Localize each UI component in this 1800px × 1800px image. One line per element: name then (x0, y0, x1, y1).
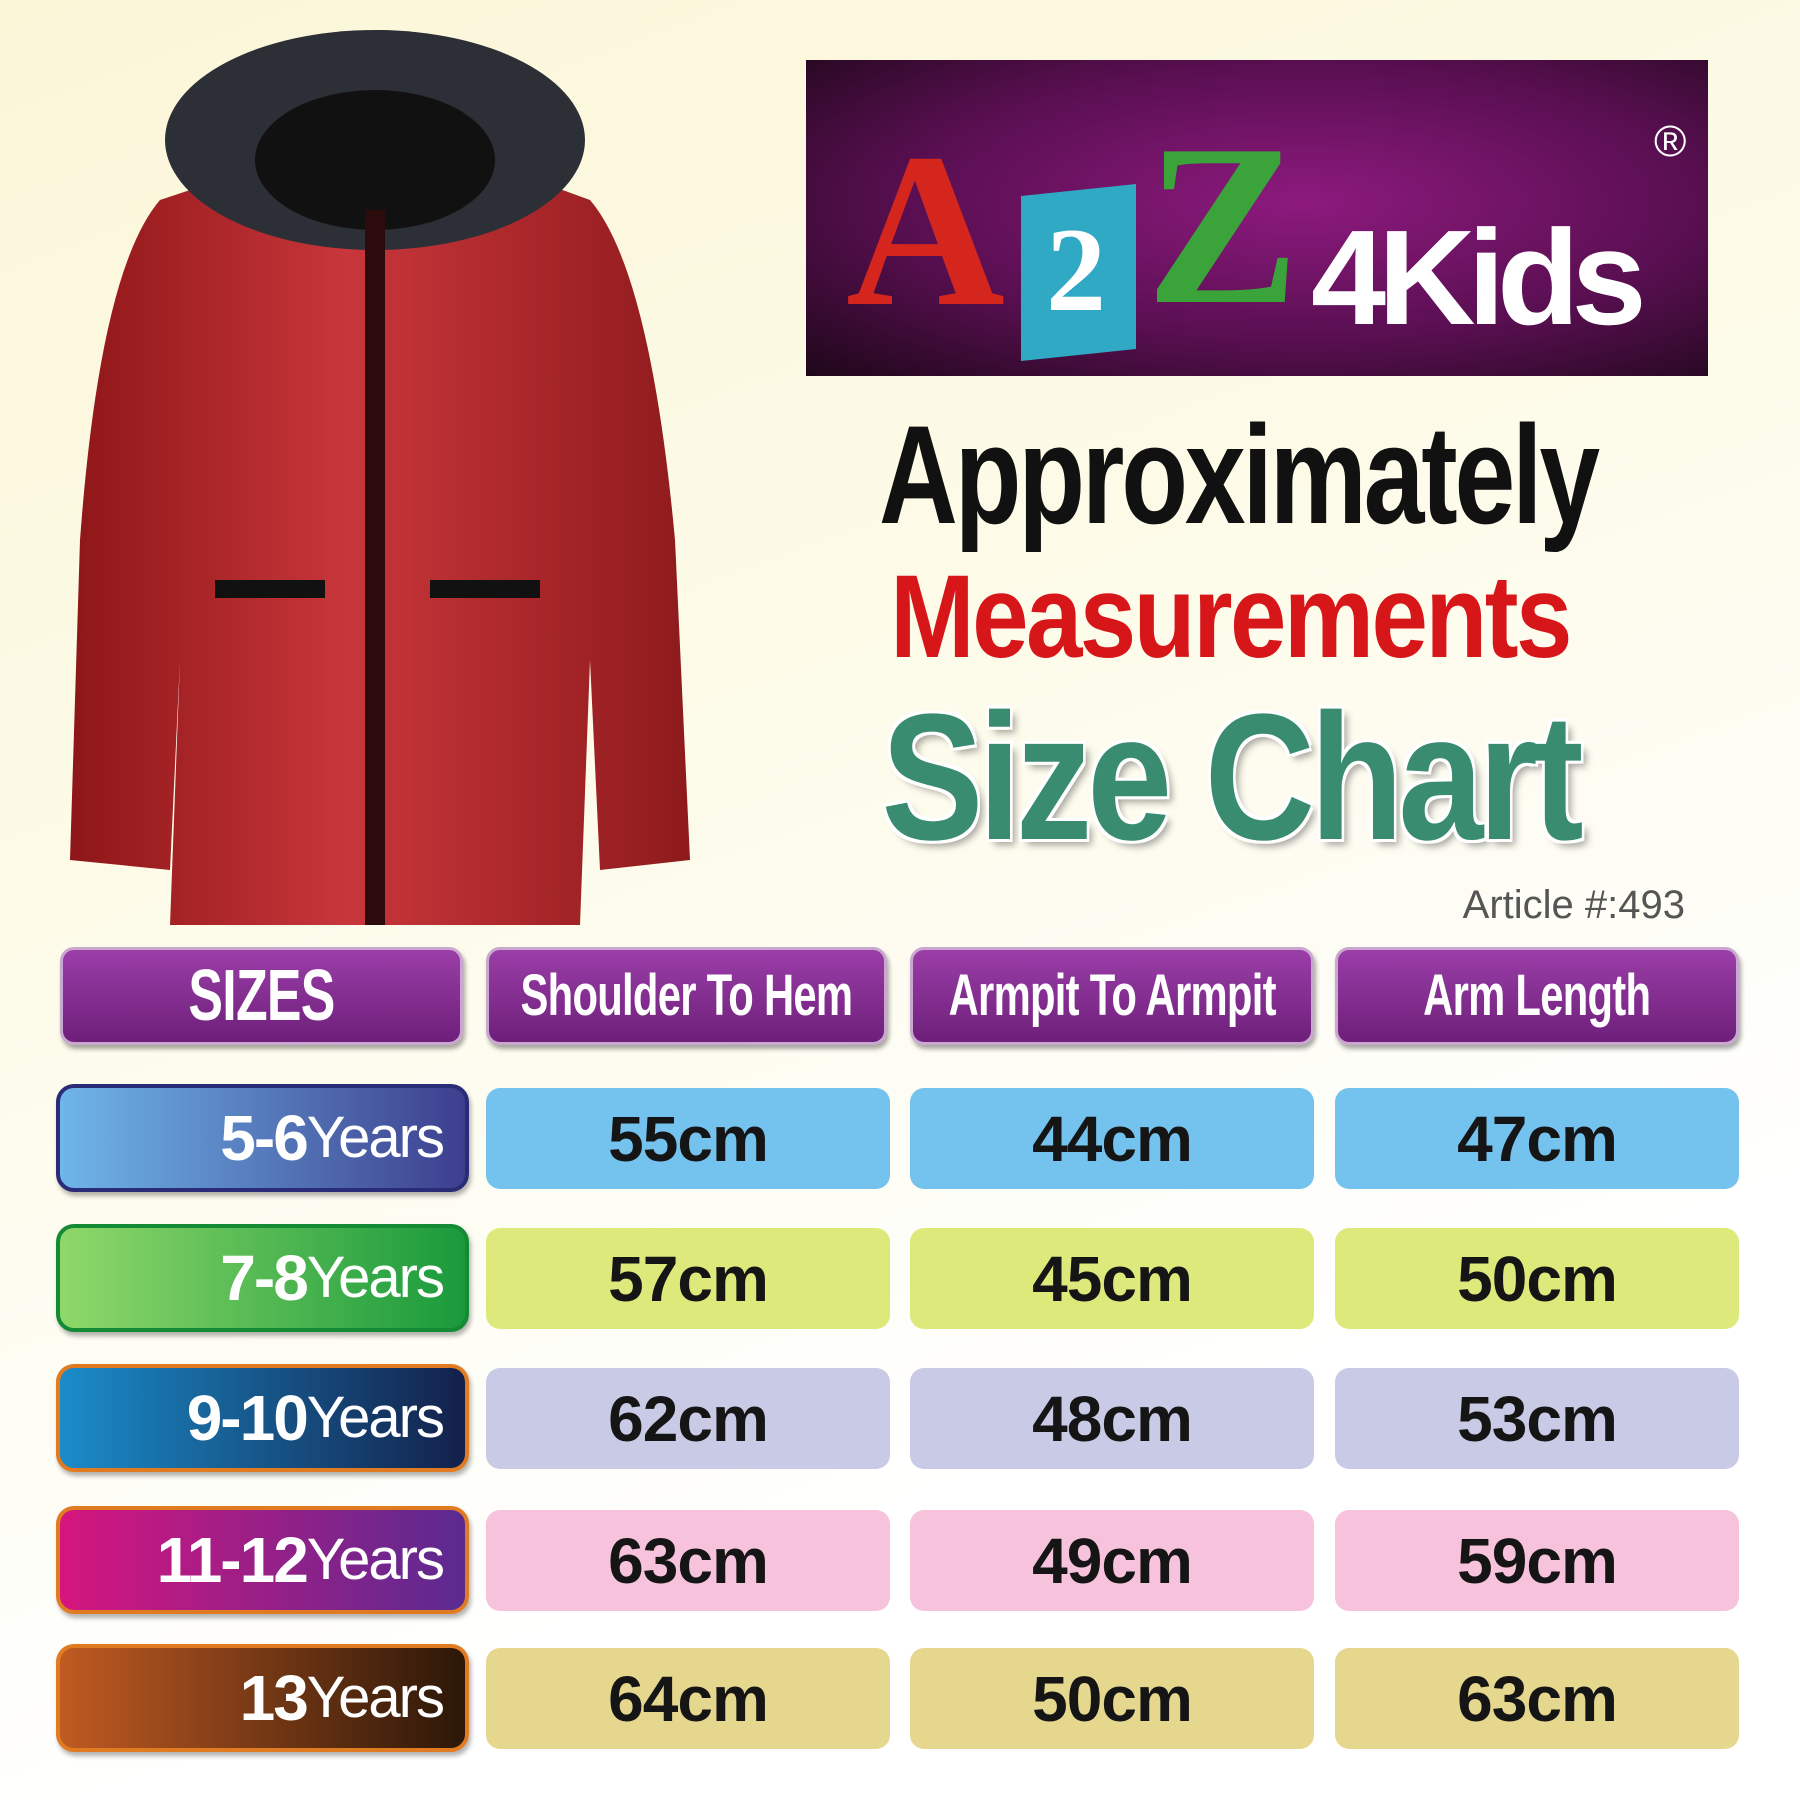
measurement-cell: 50cm (910, 1648, 1314, 1749)
measurement-cell: 49cm (910, 1510, 1314, 1611)
measurement-cell: 50cm (1335, 1228, 1739, 1329)
size-range: 5-6 (220, 1102, 308, 1174)
size-label: 5-6 Years (56, 1084, 469, 1192)
header-armpit-to-armpit: Armpit To Armpit (910, 947, 1314, 1045)
measurement-cell: 62cm (486, 1368, 890, 1469)
jacket-product-image (70, 30, 690, 925)
size-range: 11-12 (156, 1524, 309, 1596)
size-label: 13 Years (56, 1644, 469, 1752)
size-unit: Years (306, 1527, 445, 1592)
size-label: 9-10 Years (56, 1364, 469, 1472)
measurement-cell: 45cm (910, 1228, 1314, 1329)
size-unit: Years (306, 1665, 445, 1730)
title-size-chart: Size Chart (881, 677, 1583, 878)
size-range: 13 (239, 1662, 309, 1734)
measurement-cell: 63cm (486, 1510, 890, 1611)
measurement-cell: 47cm (1335, 1088, 1739, 1189)
brand-logo: A 2 Z 4Kids ® (806, 60, 1708, 376)
measurement-cell: 55cm (486, 1088, 890, 1189)
size-range: 9-10 (186, 1382, 309, 1454)
header-arm-length: Arm Length (1335, 947, 1739, 1045)
size-unit: Years (306, 1245, 445, 1310)
registered-mark: ® (1654, 117, 1687, 166)
size-unit: Years (306, 1105, 445, 1170)
measurement-cell: 48cm (910, 1368, 1314, 1469)
measurement-cell: 63cm (1335, 1648, 1739, 1749)
title-approximately: Approximately (879, 396, 1600, 553)
size-range: 7-8 (220, 1242, 308, 1314)
measurement-cell: 59cm (1335, 1510, 1739, 1611)
title-measurements: Measurements (890, 551, 1572, 683)
size-unit: Years (306, 1385, 445, 1450)
measurement-cell: 44cm (910, 1088, 1314, 1189)
article-number: Article #:493 (1462, 883, 1685, 927)
header-shoulder-to-hem: Shoulder To Hem (486, 947, 887, 1045)
measurement-cell: 53cm (1335, 1368, 1739, 1469)
header-sizes: SIZES (60, 947, 463, 1045)
size-label: 7-8 Years (56, 1224, 469, 1332)
size-label: 11-12 Years (56, 1506, 469, 1614)
measurement-cell: 57cm (486, 1228, 890, 1329)
measurement-cell: 64cm (486, 1648, 890, 1749)
